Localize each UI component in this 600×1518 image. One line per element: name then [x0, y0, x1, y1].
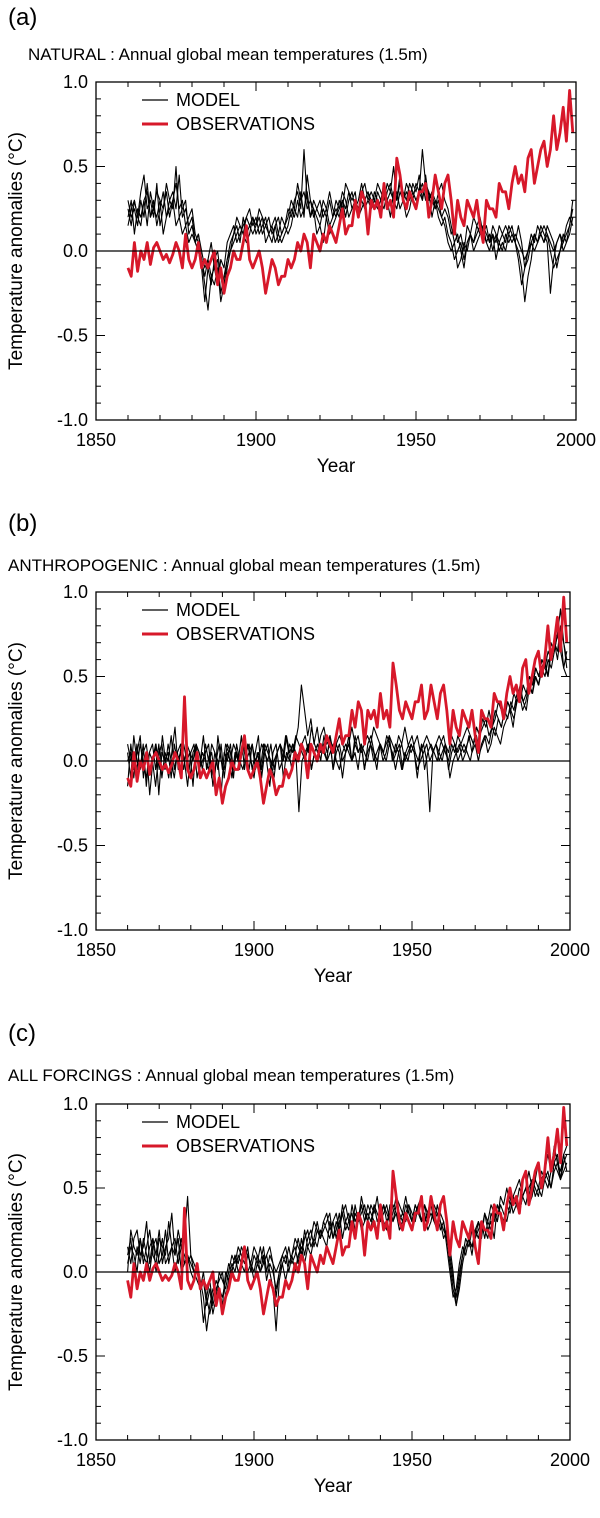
- x-tick-label: 2000: [556, 430, 596, 450]
- y-axis-title: Temperature anomalies (°C): [6, 1153, 27, 1391]
- legend-model-label: MODEL: [176, 1112, 240, 1132]
- model-series-line: [127, 1154, 568, 1323]
- legend-model-label: MODEL: [176, 600, 240, 620]
- model-series-line: [127, 165, 574, 303]
- y-tick-label: 0.0: [63, 241, 88, 261]
- x-axis-title: Year: [317, 456, 356, 477]
- y-tick-label: 0.0: [63, 751, 88, 771]
- x-tick-label: 1900: [234, 1450, 274, 1470]
- y-tick-label: -1.0: [57, 410, 88, 430]
- x-axis-title: Year: [314, 1476, 353, 1497]
- legend-observations-label: OBSERVATIONS: [176, 624, 315, 644]
- x-tick-label: 1900: [236, 430, 276, 450]
- y-tick-label: 1.0: [63, 72, 88, 92]
- y-tick-label: -1.0: [57, 1430, 88, 1450]
- y-tick-label: -1.0: [57, 920, 88, 940]
- panel-letter: (c): [8, 1020, 36, 1047]
- model-series-line: [127, 625, 568, 813]
- legend-observations-label: OBSERVATIONS: [176, 1136, 315, 1156]
- y-tick-label: 1.0: [63, 582, 88, 602]
- panel-letter: (a): [8, 4, 38, 31]
- x-tick-label: 1950: [392, 940, 432, 960]
- observations-series-line: [126, 595, 569, 805]
- panel-letter: (b): [8, 510, 38, 537]
- observations-series-line: [126, 88, 575, 295]
- legend-model-label: MODEL: [176, 90, 240, 110]
- y-tick-label: 0.5: [63, 667, 88, 687]
- x-tick-label: 1950: [396, 430, 436, 450]
- x-tick-label: 1950: [392, 1450, 432, 1470]
- chart-title: ALL FORCINGS : Annual global mean temper…: [8, 1066, 455, 1085]
- y-tick-label: -0.5: [57, 836, 88, 856]
- x-axis-title: Year: [314, 966, 353, 987]
- legend-observations-label: OBSERVATIONS: [176, 114, 315, 134]
- observations-series-line: [126, 1105, 569, 1316]
- y-tick-label: -0.5: [57, 326, 88, 346]
- y-tick-label: 0.0: [63, 1262, 88, 1282]
- x-tick-label: 1850: [76, 940, 116, 960]
- chart-title: ANTHROPOGENIC : Annual global mean tempe…: [8, 556, 481, 575]
- y-tick-label: 0.5: [63, 1178, 88, 1198]
- panel-a: (a) NATURAL : Annual global mean tempera…: [0, 0, 600, 496]
- x-tick-label: 2000: [550, 940, 590, 960]
- model-series-line: [127, 1153, 568, 1315]
- y-tick-label: 1.0: [63, 1094, 88, 1114]
- x-tick-label: 1850: [76, 430, 116, 450]
- y-tick-label: 0.5: [63, 157, 88, 177]
- panel-c: (c) ALL FORCINGS : Annual global mean te…: [0, 1016, 600, 1497]
- panel-b: (b) ANTHROPOGENIC : Annual global mean t…: [0, 506, 600, 1002]
- x-tick-label: 1900: [234, 940, 274, 960]
- model-series-line: [127, 1145, 568, 1332]
- y-axis-title: Temperature anomalies (°C): [6, 132, 27, 370]
- y-tick-label: -0.5: [57, 1346, 88, 1366]
- chart-title: NATURAL : Annual global mean temperature…: [28, 45, 428, 64]
- x-tick-label: 2000: [550, 1450, 590, 1470]
- model-series-line: [127, 1153, 568, 1315]
- x-tick-label: 1850: [76, 1450, 116, 1470]
- y-axis-title: Temperature anomalies (°C): [6, 642, 27, 880]
